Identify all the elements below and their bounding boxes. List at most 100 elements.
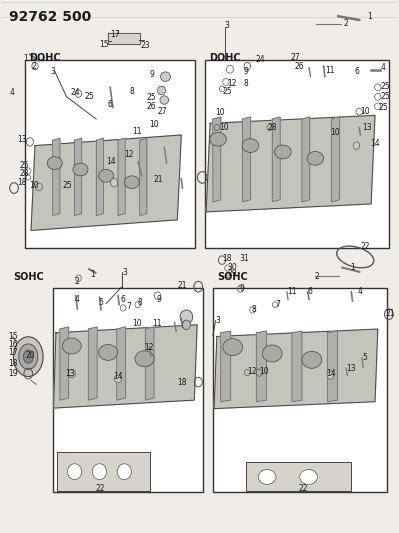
Polygon shape — [214, 329, 378, 409]
Text: 13: 13 — [346, 364, 356, 373]
Text: 8: 8 — [243, 79, 248, 88]
Text: 21: 21 — [386, 309, 395, 318]
Text: 12: 12 — [227, 79, 237, 88]
Text: 1: 1 — [23, 54, 28, 62]
Text: 17: 17 — [8, 348, 18, 357]
Text: 9: 9 — [243, 67, 248, 76]
Ellipse shape — [99, 344, 118, 360]
Ellipse shape — [302, 351, 322, 368]
Ellipse shape — [353, 142, 359, 149]
Text: 16: 16 — [8, 341, 18, 350]
Text: 8: 8 — [251, 305, 256, 314]
Bar — [205, 60, 389, 248]
Ellipse shape — [99, 169, 114, 182]
Bar — [53, 288, 203, 492]
Text: 2: 2 — [75, 277, 79, 286]
Text: 12: 12 — [247, 367, 257, 376]
Text: 9: 9 — [239, 284, 244, 293]
Ellipse shape — [158, 86, 166, 95]
Text: 4: 4 — [9, 88, 14, 97]
Ellipse shape — [135, 351, 154, 367]
Polygon shape — [117, 327, 126, 400]
Text: 13: 13 — [65, 369, 75, 378]
Text: 5: 5 — [98, 298, 103, 307]
Text: 15: 15 — [99, 41, 109, 50]
Text: 22: 22 — [95, 483, 105, 492]
Text: 11: 11 — [287, 287, 296, 296]
Text: 4: 4 — [358, 287, 363, 296]
Text: 10: 10 — [259, 367, 269, 376]
Ellipse shape — [14, 337, 43, 376]
Text: 31: 31 — [239, 254, 249, 263]
Text: 6: 6 — [308, 287, 313, 296]
Text: 26: 26 — [295, 62, 304, 70]
Text: 18: 18 — [177, 377, 187, 386]
Text: 25: 25 — [379, 103, 389, 112]
Text: SOHC: SOHC — [13, 272, 44, 282]
Text: 6: 6 — [354, 67, 359, 76]
Text: 25: 25 — [222, 87, 232, 96]
Ellipse shape — [115, 375, 122, 383]
Text: 14: 14 — [113, 372, 122, 381]
Text: 1: 1 — [367, 12, 372, 21]
Text: 92762 500: 92762 500 — [9, 10, 91, 24]
Text: 13: 13 — [362, 123, 371, 132]
Ellipse shape — [62, 338, 81, 354]
Polygon shape — [53, 325, 197, 408]
Polygon shape — [53, 138, 60, 216]
Ellipse shape — [19, 344, 38, 369]
Text: 7: 7 — [275, 300, 280, 309]
Ellipse shape — [182, 320, 190, 329]
Ellipse shape — [180, 310, 193, 324]
Ellipse shape — [117, 464, 131, 480]
Ellipse shape — [92, 464, 107, 480]
Text: 1: 1 — [350, 263, 355, 272]
Text: 28: 28 — [19, 169, 29, 178]
Polygon shape — [96, 138, 103, 216]
Ellipse shape — [210, 132, 226, 146]
Text: 1: 1 — [90, 270, 95, 279]
Text: 19: 19 — [8, 369, 18, 378]
Text: 22: 22 — [360, 242, 370, 251]
Text: 10: 10 — [150, 120, 159, 129]
Text: 9: 9 — [150, 70, 154, 79]
Text: 3: 3 — [225, 21, 230, 30]
Ellipse shape — [300, 470, 318, 484]
Text: 10: 10 — [330, 128, 340, 138]
Text: 3: 3 — [122, 268, 127, 277]
Polygon shape — [108, 33, 140, 44]
Text: 8: 8 — [130, 87, 134, 96]
Text: 18: 18 — [222, 254, 231, 263]
Text: 29: 29 — [227, 269, 237, 278]
Text: 12: 12 — [144, 343, 154, 352]
Ellipse shape — [242, 139, 259, 152]
Polygon shape — [302, 117, 310, 202]
Text: 24: 24 — [255, 55, 265, 64]
Text: 14: 14 — [370, 139, 379, 148]
Text: 30: 30 — [227, 263, 237, 272]
Polygon shape — [88, 327, 97, 400]
Bar — [213, 288, 387, 492]
Bar — [246, 462, 350, 491]
Text: 2: 2 — [344, 19, 348, 28]
Text: 21: 21 — [154, 174, 163, 183]
Text: 25: 25 — [85, 92, 94, 101]
Bar — [57, 451, 150, 491]
Text: 10: 10 — [219, 123, 229, 132]
Text: 26: 26 — [147, 102, 156, 111]
Text: 5: 5 — [362, 353, 367, 362]
Text: 24: 24 — [71, 88, 80, 97]
Text: 3: 3 — [216, 316, 221, 325]
Text: 18: 18 — [8, 359, 18, 367]
Ellipse shape — [124, 176, 139, 189]
Text: DOHC: DOHC — [29, 53, 61, 63]
Text: 14: 14 — [326, 369, 336, 378]
Text: 4: 4 — [75, 295, 79, 304]
Polygon shape — [292, 331, 302, 402]
Text: 9: 9 — [156, 295, 161, 304]
Polygon shape — [243, 117, 251, 202]
Polygon shape — [328, 331, 338, 402]
Text: SOHC: SOHC — [217, 272, 248, 282]
Text: 17: 17 — [110, 30, 120, 39]
Polygon shape — [272, 117, 280, 202]
